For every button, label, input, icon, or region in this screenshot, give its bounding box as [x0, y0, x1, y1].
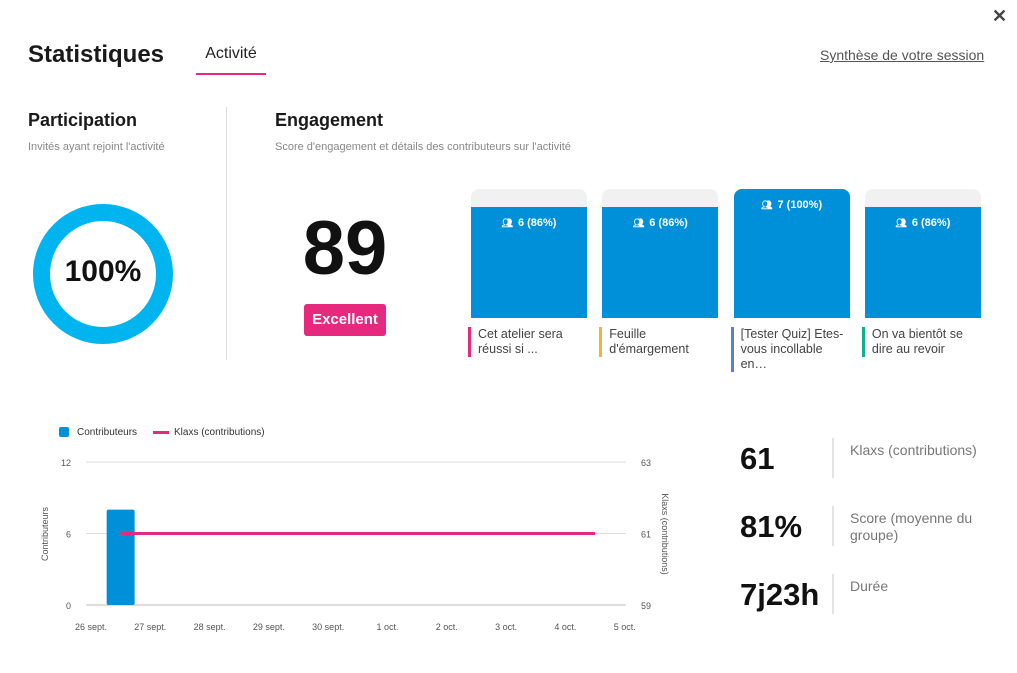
x-tick-label: 30 sept. [312, 622, 344, 632]
stat-value: 7j23h [740, 577, 820, 612]
tab-activite[interactable]: Activité [196, 45, 266, 75]
activity-label: [Tester Quiz] Etes-vous incollable en… [730, 327, 849, 372]
stat-value: 81% [740, 509, 803, 544]
activity-bar [733, 189, 850, 318]
y2-tick-label: 59 [641, 601, 651, 611]
x-tick-label: 4 oct. [554, 622, 576, 632]
stat-divider [832, 438, 834, 478]
x-tick-label: 3 oct. [495, 622, 517, 632]
x-tick-label: 26 sept. [75, 622, 107, 632]
activity-card[interactable]: 👥︎ 6 (86%) [602, 189, 719, 318]
activity-value-text: 7 (100%) [777, 199, 823, 211]
engagement-subtitle: Score d'engagement et détails des contri… [275, 141, 571, 153]
participation-subtitle: Invités ayant rejoint l'activité [28, 141, 165, 153]
stat-divider [832, 574, 834, 614]
y-tick-label: 12 [61, 458, 71, 468]
legend-klaxs-swatch [153, 431, 169, 434]
y-tick-label: 6 [66, 530, 71, 540]
contributeurs-bar [106, 509, 135, 605]
divider [226, 107, 227, 360]
y-axis-label: Contributeurs [40, 506, 50, 561]
stat-label: Klaxs (contributions) [850, 442, 977, 458]
close-icon[interactable]: ✕ [992, 6, 1008, 26]
stat-label: Score (moyenne du groupe) [850, 510, 973, 543]
activity-value: 👥︎ 7 (100%) [734, 199, 850, 211]
activity-value-text: 6 (86%) [517, 217, 557, 230]
legend-contributeurs-swatch [59, 427, 69, 437]
users-icon: 👥︎ [761, 200, 773, 210]
y2-axis-label: Klaxs (contributions) [660, 493, 670, 575]
x-tick-label: 28 sept. [194, 622, 226, 632]
activity-label: Cet atelier sera réussi si ... [468, 327, 586, 357]
y2-tick-label: 63 [641, 458, 651, 468]
session-summary-link[interactable]: Synthèse de votre session [820, 47, 985, 63]
activity-label: Feuille d'émargement [599, 327, 717, 357]
activity-bar [602, 207, 719, 318]
x-tick-label: 2 oct. [436, 622, 458, 632]
participation-title: Participation [28, 110, 138, 130]
users-icon: 👥︎ [895, 218, 907, 229]
activity-value: 👥︎ 6 (86%) [865, 217, 981, 229]
legend-contributeurs: Contributeurs [77, 427, 137, 438]
x-tick-label: 27 sept. [134, 622, 166, 632]
activity-bar [864, 207, 981, 318]
activity-bar [471, 207, 587, 318]
participation-percent: 100% [64, 255, 142, 288]
activity-chart: Contributeurs Klaxs (contributions) Cont… [40, 427, 670, 632]
page-title: Statistiques [28, 41, 165, 68]
activity-value-text: 6 (86%) [649, 217, 688, 230]
engagement-title: Engagement [275, 110, 384, 130]
activity-card[interactable]: 👥︎ 6 (86%) [864, 189, 981, 318]
legend-klaxs: Klaxs (contributions) [174, 427, 265, 438]
x-tick-label: 1 oct. [376, 622, 398, 632]
users-icon: 👥︎ [501, 218, 513, 229]
activity-label: On va bientôt se dire au revoir [861, 327, 980, 357]
activity-card[interactable]: 👥︎ 6 (86%) [471, 189, 587, 318]
rating-badge: Excellent [304, 304, 386, 336]
activity-value-text: 6 (86%) [911, 217, 951, 230]
x-tick-label: 29 sept. [253, 622, 285, 632]
x-tick-label: 5 oct. [614, 622, 636, 632]
activity-value: 👥︎ 6 (86%) [471, 217, 587, 229]
y-tick-label: 0 [66, 601, 71, 611]
y2-tick-label: 61 [641, 530, 651, 540]
stat-label: Durée [850, 578, 889, 594]
stat-value: 61 [740, 441, 775, 476]
users-icon: 👥︎ [632, 218, 645, 229]
activity-value: 👥︎ 6 (86%) [602, 217, 718, 229]
engagement-score: 89 [302, 206, 388, 291]
stat-divider [832, 506, 834, 546]
activity-card[interactable]: 👥︎ 7 (100%) [733, 189, 850, 318]
